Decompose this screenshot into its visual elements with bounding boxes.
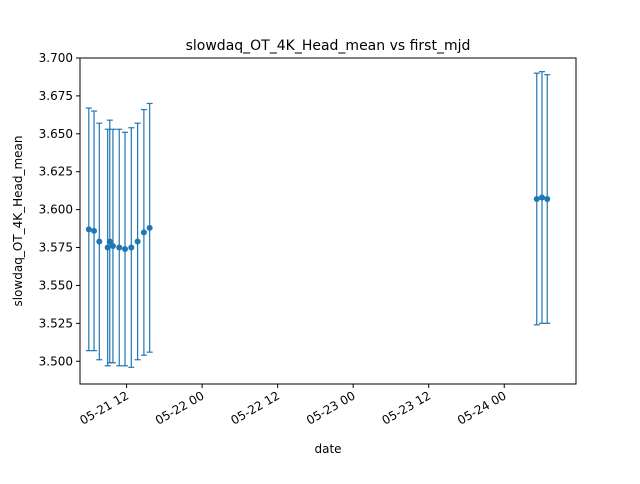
data-point bbox=[109, 243, 116, 250]
y-tick-label: 3.625 bbox=[39, 165, 73, 179]
y-tick-label: 3.525 bbox=[39, 316, 73, 330]
data-point bbox=[134, 238, 141, 245]
data-point bbox=[544, 196, 551, 203]
data-point bbox=[116, 244, 123, 251]
data-point bbox=[146, 224, 153, 231]
y-tick-label: 3.575 bbox=[39, 241, 73, 255]
data-point bbox=[91, 227, 98, 234]
y-tick-label: 3.650 bbox=[39, 127, 73, 141]
data-point bbox=[96, 238, 103, 245]
y-axis-label: slowdaq_OT_4K_Head_mean bbox=[11, 135, 25, 306]
data-point bbox=[140, 229, 147, 236]
data-point bbox=[122, 246, 129, 253]
y-tick-label: 3.500 bbox=[39, 354, 73, 368]
plot-frame bbox=[79, 57, 577, 385]
y-tick-label: 3.550 bbox=[39, 278, 73, 292]
data-point bbox=[128, 244, 135, 251]
y-tick-label: 3.700 bbox=[39, 51, 73, 65]
data-point bbox=[533, 196, 540, 203]
y-axis-ticks: 3.500 3.525 3.550 3.575 3.600 3.625 3.650 3.675… bbox=[39, 51, 80, 368]
data-point bbox=[106, 238, 113, 245]
y-tick-label: 3.600 bbox=[39, 203, 73, 217]
data-point bbox=[539, 194, 546, 201]
data-point bbox=[85, 226, 92, 233]
chart-title: slowdaq_OT_4K_Head_mean vs first_mjd bbox=[186, 38, 471, 54]
x-axis-label: date bbox=[314, 442, 341, 456]
y-tick-label: 3.675 bbox=[39, 89, 73, 103]
plot-marks bbox=[85, 71, 551, 368]
